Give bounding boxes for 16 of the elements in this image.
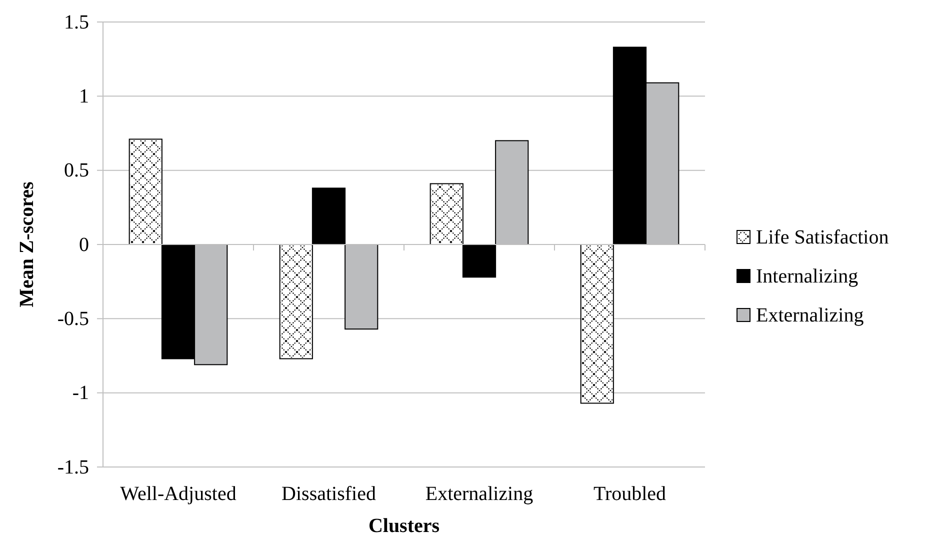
legend-label: Internalizing [756,266,858,288]
y-tick-label: 0.5 [64,160,89,182]
y-tick-label: 1 [79,86,89,108]
x-tick-label: Troubled [593,483,666,505]
x-axis-title: Clusters [368,515,440,537]
y-tick-label: 0 [79,234,89,256]
y-axis-title: Mean Z-scores [16,181,38,308]
x-tick-label: Externalizing [425,483,534,505]
y-tick-label: -1.5 [57,456,89,478]
x-tick-label: Well-Adjusted [120,483,236,505]
legend-label: Externalizing [756,304,864,326]
legend-label: Life Satisfaction [756,226,889,248]
y-tick-label: -0.5 [57,308,89,330]
y-tick-label: -1 [72,382,89,404]
y-tick-label: 1.5 [64,11,89,34]
x-tick-label: Dissatisfied [282,483,376,505]
